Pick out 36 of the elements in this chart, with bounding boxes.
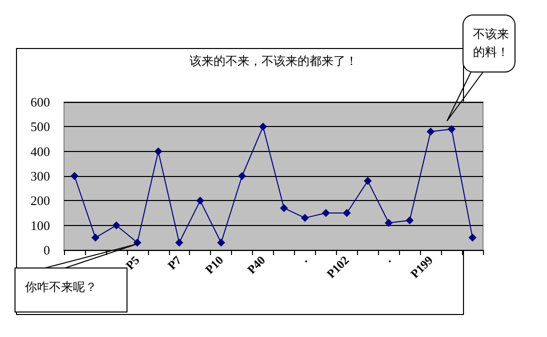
point (322, 209, 330, 217)
y-tick-label: 600 (30, 94, 50, 110)
y-tick-label: 500 (30, 119, 50, 134)
point (175, 238, 184, 247)
x-tick-label: . (382, 253, 394, 266)
point (133, 238, 142, 247)
point (300, 214, 309, 222)
point (364, 176, 372, 185)
point (384, 218, 393, 227)
chart-title: 该来的不来，不该来的都来了！ (190, 54, 358, 68)
point (196, 196, 204, 205)
point (280, 204, 288, 212)
point (112, 221, 120, 230)
x-tick-label: P40 (244, 253, 268, 277)
point (259, 122, 268, 131)
x-tick-label: P5 (122, 253, 142, 272)
point (426, 128, 435, 136)
point (91, 234, 100, 242)
point (342, 209, 351, 217)
x-tick-label: P10 (202, 253, 226, 277)
y-tick-label: 0 (44, 242, 50, 258)
point (154, 147, 162, 156)
text: 你咋不来呢？ (24, 280, 97, 294)
point (406, 216, 414, 224)
point (468, 234, 477, 242)
y-tick-label: 400 (30, 144, 50, 159)
y-tick-label: 100 (30, 218, 50, 233)
x-tick-label: . (298, 253, 310, 266)
point (217, 238, 226, 247)
text: 不该来的料！ (473, 27, 509, 59)
y-tick-label: 300 (30, 168, 50, 184)
point (238, 172, 246, 180)
x-tick-label: P7 (164, 253, 184, 272)
point (70, 172, 78, 180)
point (448, 125, 456, 134)
y-tick-label: 200 (30, 193, 50, 208)
